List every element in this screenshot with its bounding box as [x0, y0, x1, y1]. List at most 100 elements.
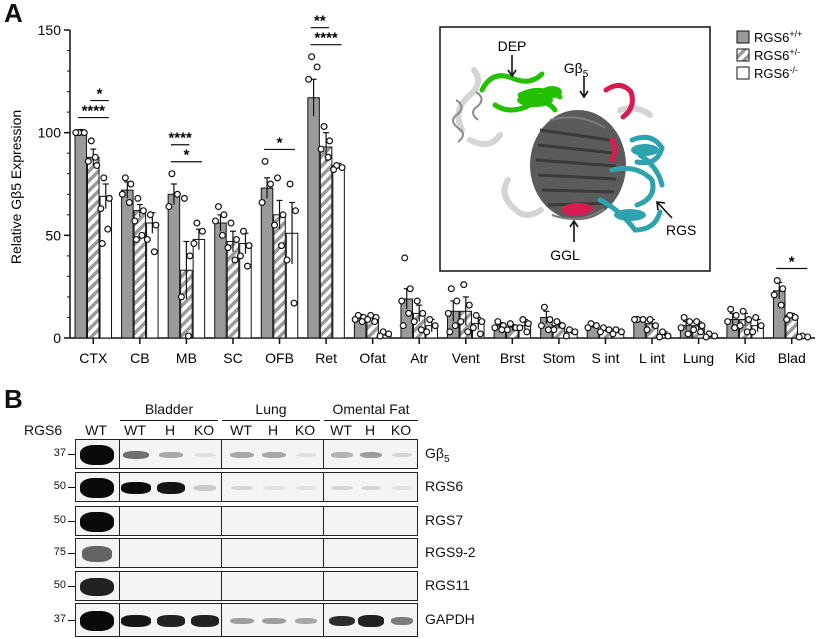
blot-band	[80, 577, 114, 597]
data-point	[138, 231, 146, 239]
data-point	[779, 285, 787, 293]
bar-hatched	[133, 210, 147, 339]
data-point	[292, 207, 300, 215]
data-point	[305, 75, 313, 83]
blot-band	[159, 451, 183, 459]
mw-marker-label: 37	[53, 447, 66, 459]
blot-lane-label: H	[364, 422, 376, 438]
data-point	[87, 137, 95, 145]
mw-marker-label: 50	[53, 514, 66, 526]
x-tick-label: Brst	[500, 350, 525, 366]
blot-band	[263, 485, 285, 491]
data-point	[227, 219, 235, 227]
x-tick-label: MB	[176, 350, 197, 366]
blot-row-label-text: RGS9-2	[425, 544, 476, 560]
blot-row-label-text: RGS6	[425, 478, 464, 494]
data-point	[464, 328, 472, 336]
data-point	[104, 225, 112, 233]
blot-group-underline	[120, 420, 218, 421]
y-tick-label: 0	[53, 330, 61, 346]
x-tick-label: L int	[639, 350, 665, 366]
blot-band	[80, 611, 114, 631]
significance-label: *	[97, 86, 103, 103]
data-point	[702, 333, 710, 341]
lane-divider	[119, 507, 120, 535]
data-point	[431, 322, 439, 330]
blot-band	[360, 451, 382, 459]
blot-band	[328, 615, 356, 627]
data-point	[308, 53, 316, 61]
data-point	[745, 316, 753, 324]
bar-hatched	[273, 214, 286, 339]
data-point	[646, 316, 654, 324]
blot-band	[360, 485, 382, 491]
data-points	[72, 53, 812, 341]
blot-strip-g-	[75, 439, 418, 469]
data-point	[419, 309, 427, 317]
data-point	[224, 244, 232, 252]
structure-inset: DEP Gβ5 GGL RGS	[439, 26, 711, 272]
blot-group-underline	[222, 420, 320, 421]
blot-row-label-text: RGS11	[425, 577, 470, 593]
data-point	[139, 207, 147, 215]
y-tick-label: 50	[45, 227, 61, 243]
y-axis-label: Relative Gβ5 Expression	[8, 110, 24, 264]
data-point	[472, 311, 480, 319]
bar-open	[332, 165, 345, 339]
data-point	[537, 322, 545, 330]
data-point	[218, 231, 226, 239]
blot-lane-label: WT	[230, 422, 252, 438]
blot-strip-rgs7	[75, 506, 418, 536]
blot-band	[391, 452, 413, 458]
rgs-label: RGS	[666, 222, 696, 238]
bar-solid	[214, 222, 227, 339]
legend-label-wt: RGS6+/+	[754, 29, 802, 45]
data-point	[697, 328, 705, 336]
data-point	[659, 328, 667, 336]
data-point	[546, 316, 554, 324]
western-blot-panel: Bladder Lung Omental Fat RGS6 WT WT H KO WT H KO WT…	[0, 388, 820, 639]
lane-divider	[221, 539, 222, 567]
data-point	[540, 303, 548, 311]
blot-group-label: Bladder	[144, 401, 194, 417]
data-point	[592, 322, 600, 330]
data-point	[371, 318, 379, 326]
data-point	[571, 328, 579, 336]
blot-lane-label: WT	[124, 422, 146, 438]
x-tick-label: Vent	[452, 350, 480, 366]
data-point	[451, 322, 459, 330]
data-point	[279, 211, 287, 219]
data-point	[84, 157, 92, 165]
x-tick-label: Stom	[543, 350, 576, 366]
data-point	[506, 320, 514, 328]
blot-strip-rgs11	[75, 571, 418, 601]
data-point	[80, 129, 88, 137]
x-tick-label: CTX	[79, 350, 108, 366]
data-point	[401, 254, 409, 262]
data-point	[100, 174, 108, 182]
legend-item-ko: RGS6-/-	[736, 65, 798, 81]
legend-item-wt: RGS6+/+	[736, 29, 802, 45]
data-point	[652, 322, 660, 330]
blot-band	[194, 452, 216, 458]
data-point	[804, 333, 812, 341]
x-tick-label: CB	[130, 350, 149, 366]
data-point	[91, 153, 99, 161]
data-point	[736, 322, 744, 330]
data-point	[739, 307, 747, 315]
blot-row-label-text: Gβ	[425, 445, 444, 461]
data-point	[516, 324, 524, 332]
data-point	[243, 262, 251, 270]
data-point	[684, 330, 692, 338]
data-point	[385, 330, 393, 338]
data-point	[398, 297, 406, 305]
blot-band	[121, 482, 151, 494]
data-point	[180, 194, 188, 202]
data-point	[791, 313, 799, 321]
data-point	[211, 217, 219, 225]
data-point	[258, 198, 266, 206]
lane-divider	[119, 572, 120, 600]
data-point	[190, 240, 198, 248]
gb5-label: Gβ5	[564, 60, 589, 80]
data-point	[410, 318, 418, 326]
